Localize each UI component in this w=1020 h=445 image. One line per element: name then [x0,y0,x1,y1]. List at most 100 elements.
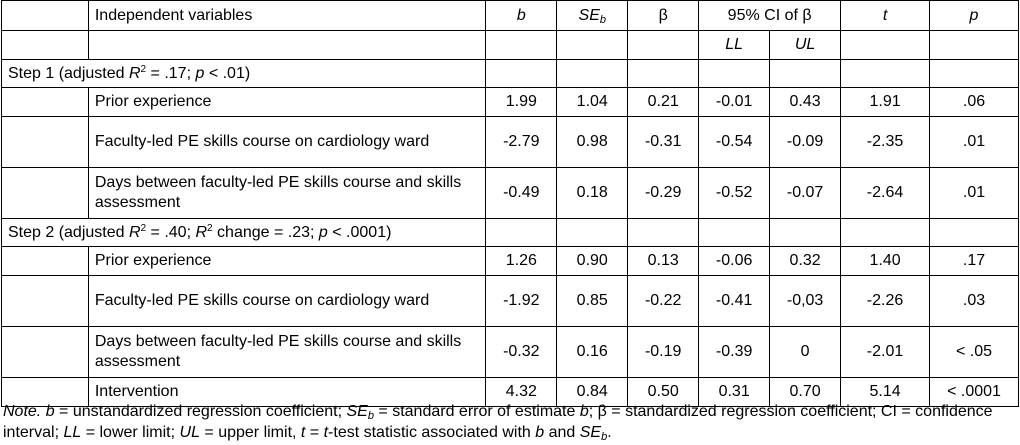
empty-cell [1,275,89,327]
step1-post-b: < .01) [204,64,251,82]
cell-beta: 0.50 [627,377,700,407]
table-row: Faculty-led PE skills course on cardiolo… [1,116,1019,168]
empty-cell [556,218,629,247]
subheader-row: LL UL [1,30,1019,60]
cell-ll: -0.52 [698,167,771,219]
cell-t: -2.26 [840,275,930,327]
note-italic: t [300,424,306,441]
cell-t: 1.40 [840,246,930,276]
cell-b: 1.99 [485,87,558,117]
cell-beta: -0.29 [627,167,700,219]
cell-b: 4.32 [485,377,558,407]
note-text: . [607,424,612,441]
cell-p: .03 [929,275,1019,327]
header-beta: β [627,0,700,31]
table-row: Days between faculty-led PE skills cours… [1,326,1019,378]
step2-label: Step 2 (adjusted R2 = .40; R2 change = .… [0,218,487,247]
cell-t: -2.01 [840,326,930,378]
cell-b: -2.79 [485,116,558,168]
cell-se: 0.98 [556,116,629,168]
cell-beta: 0.21 [627,87,700,117]
step1-pre: Step 1 (adjusted [8,64,129,82]
cell-t: -2.64 [840,167,930,219]
cell-ul: -0.09 [769,116,842,168]
header-b: b [485,0,558,31]
empty-cell [627,30,700,60]
step1-post-a: = .17; [146,64,196,82]
empty-cell [1,377,89,407]
row-label: Prior experience [87,246,487,276]
note-italic: b [579,403,589,420]
cell-se: 0.18 [556,167,629,219]
empty-cell [1,326,89,378]
row-label: Prior experience [87,87,487,117]
empty-cell [769,59,842,88]
cell-beta: 0.13 [627,246,700,276]
empty-cell [485,218,558,247]
cell-ul: 0.32 [769,246,842,276]
row-label: Faculty-led PE skills course on cardiolo… [87,116,487,168]
cell-p: .01 [929,167,1019,219]
note-sub: b [367,410,374,422]
cell-beta: -0.31 [627,116,700,168]
empty-cell [1,116,89,168]
header-row: Independent variables b SEb β 95% CI of … [1,0,1019,31]
header-ll: LL [698,30,771,60]
note-italic: SE [346,403,368,420]
cell-ll: -0.41 [698,275,771,327]
step2-p: p [318,223,328,241]
header-p: p [929,0,1019,31]
note-text: and [544,424,580,441]
cell-beta: -0.22 [627,275,700,327]
cell-p: .17 [929,246,1019,276]
empty-cell [1,30,89,60]
cell-ul: 0.43 [769,87,842,117]
empty-cell [698,218,771,247]
step2-r2: R [195,223,208,241]
cell-t: -2.35 [840,116,930,168]
step2-mid2: change = .23; [212,223,319,241]
cell-p: .01 [929,116,1019,168]
table-row: Intervention 4.32 0.84 0.50 0.31 0.70 5.… [1,377,1019,407]
note-italic: t [323,424,329,441]
cell-se: 0.16 [556,326,629,378]
note-text: = upper limit, [199,424,301,441]
header-independent-variables: Independent variables [87,0,487,31]
note-text: = [305,424,324,441]
step1-label: Step 1 (adjusted R2 = .17; p < .01) [0,59,487,88]
cell-ll: -0.06 [698,246,771,276]
note-italic: b [45,403,55,420]
step2-post: < .0001) [327,223,392,241]
header-ci: 95% CI of β [698,0,842,31]
cell-ul: 0.70 [769,377,842,407]
cell-ul: -0.07 [769,167,842,219]
table-row: Days between faculty-led PE skills cours… [1,167,1019,219]
empty-cell [1,167,89,219]
table-row: Faculty-led PE skills course on cardiolo… [1,275,1019,327]
note-sub: b [601,431,608,443]
cell-b: -0.49 [485,167,558,219]
empty-cell [485,30,558,60]
empty-cell [769,218,842,247]
empty-cell [485,59,558,88]
step2-sup2: 2 [207,222,213,234]
step2-r1: R [128,223,141,241]
step2-row: Step 2 (adjusted R2 = .40; R2 change = .… [0,218,1019,247]
regression-table: Independent variables b SEb β 95% CI of … [0,0,1019,407]
empty-cell [929,59,1019,88]
note-italic: b [535,424,545,441]
empty-cell [929,30,1019,60]
note-italic: SE [579,424,602,441]
row-label: Days between faculty-led PE skills cours… [87,326,487,378]
header-se-sub: b [599,13,606,26]
step2-pre: Step 2 (adjusted [8,223,129,241]
table-note: Note. b = unstandardized regression coef… [3,401,1013,443]
empty-cell [556,59,629,88]
cell-t: 5.14 [840,377,930,407]
step1-p: p [195,64,205,82]
empty-cell [1,0,89,31]
row-label: Days between faculty-led PE skills cours… [87,167,487,219]
note-word: Note. [3,403,42,420]
empty-cell [556,30,629,60]
header-se: SEb [556,0,629,31]
